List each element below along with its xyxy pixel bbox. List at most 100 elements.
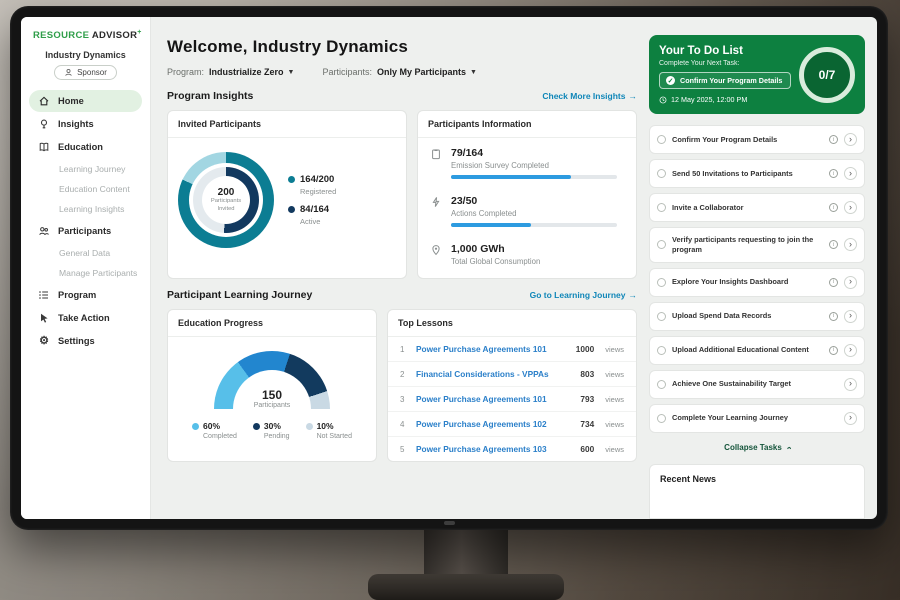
legend-dot: [192, 422, 199, 430]
check-more-insights-link[interactable]: Check More Insights →: [542, 91, 637, 101]
arrow-right-icon: →: [628, 290, 638, 300]
legend-dot: [305, 422, 313, 430]
info-icon[interactable]: i: [829, 345, 838, 355]
task-checkbox[interactable]: [657, 203, 666, 212]
check-icon: ✓: [666, 76, 675, 85]
task-checkbox[interactable]: [657, 345, 666, 355]
sidebar-item-insights[interactable]: Insights: [29, 113, 142, 135]
sidebar-item-general-data[interactable]: General Data: [59, 248, 111, 259]
main-content: Welcome, Industry Dynamics Program: Indu…: [151, 17, 647, 519]
metric-value: 79/164: [451, 147, 484, 159]
metric-label: Actions Completed: [451, 209, 517, 218]
list-icon: [38, 289, 50, 301]
task-checkbox[interactable]: [657, 277, 666, 287]
lesson-link[interactable]: Power Purchase Agreements 102: [416, 419, 547, 429]
task-row-upload-spend-data[interactable]: Upload Spend Data Records i ›: [649, 301, 865, 331]
chevron-down-icon: ▼: [470, 68, 477, 76]
lesson-link[interactable]: Power Purchase Agreements 101: [416, 344, 547, 354]
chevron-right-icon[interactable]: ›: [844, 133, 857, 146]
task-checkbox[interactable]: [657, 311, 666, 321]
sponsor-badge[interactable]: Sponsor: [54, 65, 117, 81]
legend-item-not-started: 10% Not Started: [305, 421, 352, 440]
todo-progress-value: 0/7: [818, 67, 836, 82]
sidebar-item-take-action[interactable]: Take Action: [29, 307, 142, 329]
program-filter-label: Program:: [167, 67, 205, 77]
invited-participants-card: Invited Participants 200 Participants In…: [167, 110, 407, 279]
task-checkbox[interactable]: [657, 135, 666, 144]
sidebar-item-home[interactable]: Home: [29, 90, 142, 113]
lesson-link[interactable]: Financial Considerations - VPPAs: [416, 369, 549, 379]
sidebar-item-learning-journey[interactable]: Learning Journey: [59, 164, 126, 175]
metric-value: 1,000 GWh: [451, 243, 505, 255]
sidebar-item-learning-insights[interactable]: Learning Insights: [59, 204, 125, 215]
monitor-stand-base: [368, 574, 564, 600]
participants-information-card: Participants Information 79/164 Emission…: [417, 110, 637, 279]
logo-plus: +: [137, 29, 142, 36]
lesson-row: 1 Power Purchase Agreements 101 1000 view…: [388, 337, 636, 362]
participants-filter-label: Participants:: [322, 67, 372, 77]
metric-label: Total Global Consumption: [451, 257, 541, 266]
chevron-right-icon[interactable]: ›: [844, 238, 857, 252]
sidebar-item-label: Take Action: [58, 313, 110, 324]
lesson-link[interactable]: Power Purchase Agreements 101: [416, 394, 547, 404]
recent-news-card: Recent News: [649, 463, 865, 519]
task-row-send-invitations[interactable]: Send 50 Invitations to Participants i ›: [649, 159, 865, 188]
app-logo: RESOURCE ADVISOR+: [21, 17, 150, 43]
sidebar-item-education[interactable]: Education: [29, 136, 142, 158]
sidebar-item-label: Program: [58, 290, 97, 301]
chevron-right-icon[interactable]: ›: [844, 275, 857, 289]
todo-progress-ring: 0/7: [799, 46, 855, 103]
info-icon[interactable]: i: [829, 277, 838, 287]
actions-completed-row: 23/50 Actions Completed: [418, 186, 636, 234]
people-icon: [38, 225, 50, 237]
todo-subtitle: Complete Your Next Task:: [659, 60, 740, 67]
task-row-verify-participants[interactable]: Verify participants requesting to join t…: [649, 227, 865, 263]
chevron-right-icon[interactable]: ›: [844, 377, 857, 391]
chevron-right-icon[interactable]: ›: [844, 343, 857, 357]
task-checkbox[interactable]: [657, 240, 666, 250]
education-progress-card: Education Progress 150 Participants: [167, 309, 377, 462]
chevron-right-icon[interactable]: ›: [844, 201, 857, 214]
dashboard-screen: RESOURCE ADVISOR+ Industry Dynamics Spon…: [21, 17, 877, 519]
task-row-confirm-program[interactable]: Confirm Your Program Details i ›: [649, 125, 865, 154]
chevron-right-icon[interactable]: ›: [844, 411, 857, 425]
education-progress-gauge: 150 Participants: [214, 351, 330, 409]
task-checkbox[interactable]: [657, 379, 666, 389]
task-checkbox[interactable]: [657, 169, 666, 178]
info-icon[interactable]: i: [829, 240, 838, 250]
sidebar-item-program[interactable]: Program: [29, 284, 142, 306]
next-task-label: Confirm Your Program Details: [680, 76, 783, 85]
task-row-explore-insights[interactable]: Explore Your Insights Dashboard i ›: [649, 267, 865, 297]
info-icon[interactable]: i: [829, 311, 838, 321]
sidebar-item-manage-participants[interactable]: Manage Participants: [59, 268, 138, 279]
program-filter-dropdown[interactable]: Program: Industrialize Zero ▼: [167, 67, 294, 77]
next-task-pill[interactable]: ✓ Confirm Your Program Details: [659, 72, 791, 89]
todo-title: Your To Do List: [659, 45, 743, 57]
lesson-link[interactable]: Power Purchase Agreements 103: [416, 444, 547, 454]
participants-filter-value: Only My Participants: [377, 67, 467, 77]
bolt-icon: [432, 197, 440, 207]
info-icon[interactable]: i: [829, 135, 838, 144]
sidebar-item-settings[interactable]: ⚙ Settings: [29, 330, 142, 352]
task-row-achieve-target[interactable]: Achieve One Sustainability Target ›: [649, 369, 865, 399]
lesson-row: 4 Power Purchase Agreements 102 734 views: [388, 412, 636, 437]
chevron-right-icon[interactable]: ›: [844, 167, 857, 180]
sidebar-item-participants[interactable]: Participants: [29, 220, 142, 242]
collapse-tasks-button[interactable]: Collapse Tasks ›: [724, 443, 794, 453]
task-row-complete-learning-journey[interactable]: Complete Your Learning Journey ›: [649, 403, 865, 433]
go-to-learning-journey-link[interactable]: Go to Learning Journey →: [529, 290, 638, 300]
task-row-upload-educational-content[interactable]: Upload Additional Educational Content i …: [649, 335, 865, 365]
info-icon[interactable]: i: [829, 169, 838, 178]
participants-filter-dropdown[interactable]: Participants: Only My Participants ▼: [322, 67, 477, 77]
chevron-right-icon[interactable]: ›: [844, 309, 857, 323]
todo-panel: Your To Do List Complete Your Next Task:…: [647, 17, 877, 519]
info-icon[interactable]: i: [829, 203, 838, 212]
sidebar-item-education-content[interactable]: Education Content: [59, 184, 130, 195]
task-row-invite-collaborator[interactable]: Invite a Collaborator i ›: [649, 193, 865, 222]
learning-journey-cards: Education Progress 150 Participants: [167, 309, 637, 462]
gauge-center-value: 150: [261, 388, 283, 402]
emission-survey-row: 79/164 Emission Survey Completed: [418, 138, 636, 186]
filter-bar: Program: Industrialize Zero ▼ Participan…: [167, 67, 637, 77]
clipboard-icon: [432, 149, 440, 160]
task-checkbox[interactable]: [657, 413, 666, 423]
